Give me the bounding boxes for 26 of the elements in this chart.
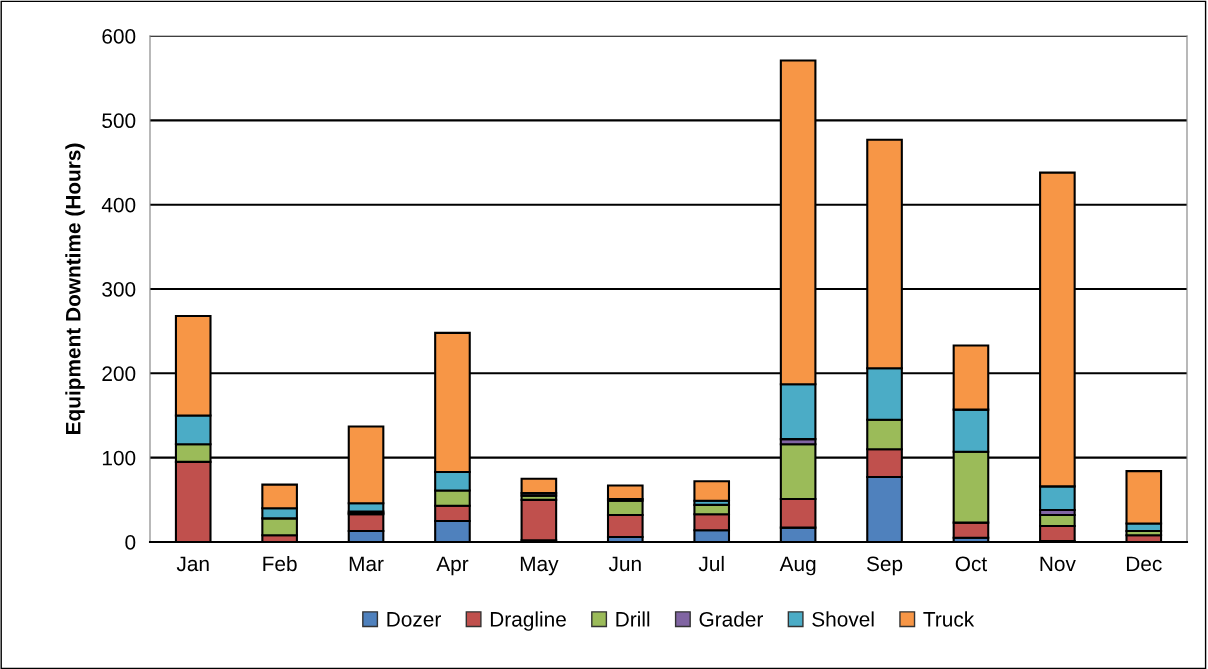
- legend-label: Dragline: [490, 611, 566, 631]
- legend-label: Dozer: [387, 612, 441, 627]
- legend-label: Drill: [616, 611, 650, 627]
- legend-label: Grader: [699, 611, 764, 627]
- y-tick-label: 400: [101, 197, 136, 213]
- x-tick-label: Feb: [263, 555, 297, 572]
- x-tick-label: Sep: [866, 556, 903, 576]
- x-tick-label: Jul: [698, 555, 724, 572]
- legend-label: Truck: [923, 611, 975, 627]
- y-tick-label: 0: [125, 535, 136, 550]
- x-tick-label: Nov: [1040, 556, 1076, 572]
- x-tick-label: Dec: [1126, 556, 1162, 572]
- y-tick-label: 200: [102, 366, 136, 382]
- x-tick-label: Mar: [349, 556, 384, 572]
- y-tick-label: 100: [102, 450, 136, 466]
- y-tick-label: 600: [102, 29, 136, 44]
- y-tick-label: 500: [102, 113, 136, 129]
- y-axis-title: Equipment Downtime (Hours): [65, 143, 85, 435]
- x-tick-label: Oct: [955, 556, 988, 572]
- x-tick-label: Jun: [608, 556, 641, 572]
- x-tick-label: May: [520, 556, 559, 576]
- x-tick-label: Jan: [176, 556, 209, 572]
- x-tick-label: Aug: [779, 556, 816, 576]
- legend-label: Shovel: [812, 611, 874, 627]
- y-tick-label: 300: [102, 282, 136, 297]
- x-tick-label: Apr: [436, 556, 469, 576]
